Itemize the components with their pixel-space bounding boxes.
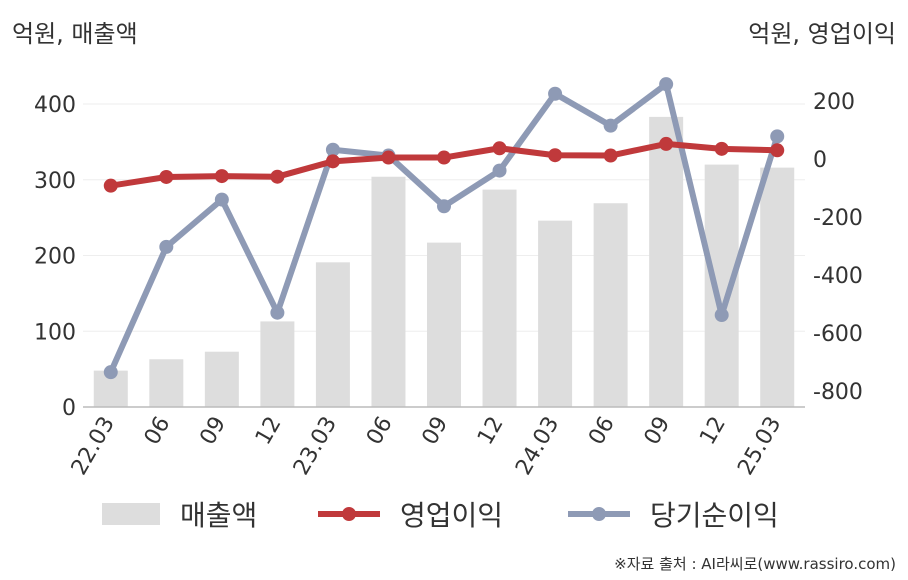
revenue-bar <box>315 262 350 407</box>
x-tick-label: 12 <box>473 413 509 450</box>
y-right-tick-label: -800 <box>813 380 863 405</box>
right-axis-unit-label: 억원, 영업이익 <box>748 20 896 48</box>
operating-profit-point <box>770 143 785 158</box>
profit-lines <box>103 77 785 380</box>
revenue-bar <box>649 116 684 407</box>
y-right-tick-label: -200 <box>813 206 863 231</box>
legend-label-operating-profit: 영업이익 <box>400 499 504 532</box>
source-credit: ※자료 출처 : AI라씨로(www.rassiro.com) <box>614 555 896 573</box>
legend-label-net-income: 당기순이익 <box>650 499 779 532</box>
legend-item-net-income: 당기순이익 <box>568 494 779 534</box>
revenue-bar <box>538 220 573 407</box>
legend-label-revenue: 매출액 <box>180 499 258 532</box>
operating-profit-point <box>214 169 229 184</box>
x-tick-label: 24.03 <box>511 413 564 480</box>
revenue-bar <box>482 189 517 407</box>
revenue-bar <box>204 351 239 407</box>
left-axis-unit-label: 억원, 매출액 <box>12 20 138 48</box>
revenue-bar <box>260 321 295 407</box>
net-income-point <box>270 305 285 320</box>
operating-profit-point <box>270 169 285 184</box>
net-income-point <box>714 308 729 323</box>
y-right-tick-label: -600 <box>813 322 863 347</box>
operating-profit-point <box>325 154 340 169</box>
y-left-tick-label: 0 <box>62 396 76 421</box>
combo-chart: 0 100 200 300 400 200 0 -200 -400 -600 -800 22.03 06… <box>34 77 863 480</box>
operating-profit-point <box>103 178 118 193</box>
x-tick-label: 12 <box>251 413 287 450</box>
x-tick-label: 09 <box>640 413 676 450</box>
x-tick-label: 09 <box>418 413 454 450</box>
operating-profit-point <box>492 141 507 156</box>
net-income-point <box>770 129 785 144</box>
y-left-tick-label: 100 <box>34 320 76 345</box>
revenue-bar <box>427 242 461 407</box>
x-tick-label: 06 <box>362 413 398 450</box>
x-tick-label: 06 <box>584 413 620 450</box>
x-tick-label: 22.03 <box>67 413 120 480</box>
operating-profit-point <box>714 141 729 156</box>
y-right-tick-label: 0 <box>813 148 827 173</box>
net-income-point <box>659 77 674 92</box>
revenue-bar <box>760 167 795 407</box>
y-right-tick-label: -400 <box>813 264 863 289</box>
operating-profit-point <box>159 169 174 184</box>
x-tick-label: 12 <box>695 413 731 450</box>
y-left-tick-label: 200 <box>34 245 76 270</box>
net-income-point <box>437 199 451 214</box>
revenue-bar <box>371 176 406 407</box>
y-left-tick-label: 300 <box>34 169 76 194</box>
operating-profit-point <box>381 150 396 165</box>
legend: 매출액 영업이익 당기순이익 <box>0 494 908 534</box>
legend-item-operating-profit: 영업이익 <box>318 494 503 534</box>
net-income-point <box>214 192 229 207</box>
net-income-point <box>159 239 174 254</box>
operating-profit-point <box>548 148 563 163</box>
operating-profit-point <box>603 148 618 163</box>
x-tick-label: 06 <box>140 413 176 450</box>
revenue-bar <box>149 359 184 407</box>
x-tick-label: 25.03 <box>733 413 786 480</box>
legend-swatch-net-income <box>568 503 630 525</box>
legend-item-revenue: 매출액 <box>102 494 257 534</box>
legend-swatch-operating-profit <box>318 503 380 525</box>
y-left-tick-label: 400 <box>34 93 76 118</box>
legend-swatch-revenue <box>102 503 160 525</box>
net-income-point <box>492 163 507 178</box>
revenue-bar <box>593 203 628 407</box>
operating-profit-point <box>659 136 674 151</box>
operating-profit-point <box>437 150 451 165</box>
net-income-point <box>103 365 118 380</box>
revenue-bars <box>93 116 795 407</box>
net-income-point <box>325 142 340 157</box>
net-income-point <box>548 86 563 101</box>
net-income-point <box>603 118 618 133</box>
x-tick-label: 09 <box>195 413 231 450</box>
x-tick-label: 23.03 <box>289 413 342 480</box>
y-right-tick-label: 200 <box>813 90 855 115</box>
